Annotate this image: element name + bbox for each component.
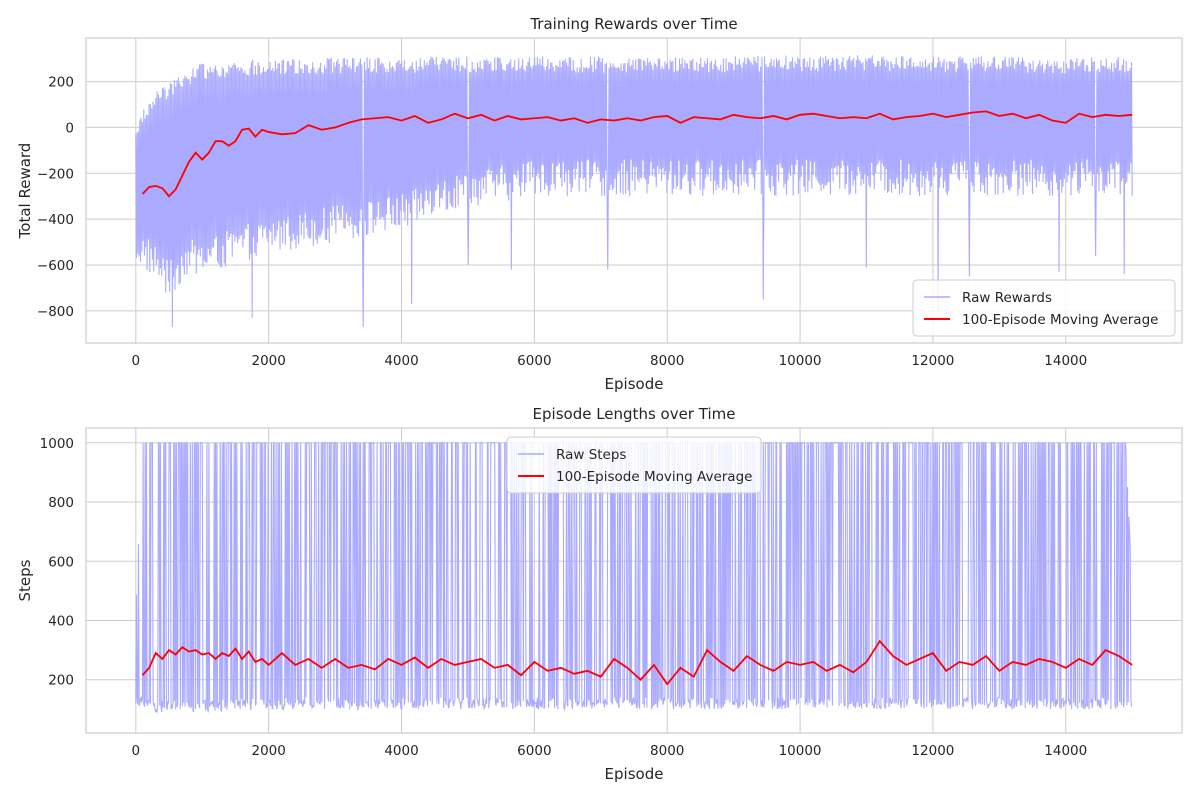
legend-box — [506, 436, 762, 494]
legend-label: Raw Steps — [556, 447, 626, 463]
moving-average-line — [141, 639, 1133, 686]
x-tick-label: 12000 — [911, 743, 954, 759]
moving-average-line — [141, 110, 1133, 198]
y-tick-label: 0 — [65, 120, 74, 136]
x-tick-label: 4000 — [384, 353, 418, 369]
x-tick-label: 14000 — [1044, 743, 1087, 759]
y-tick-label: −600 — [37, 258, 74, 274]
y-tick-label: 800 — [48, 495, 74, 511]
raw-series-line — [135, 442, 1133, 714]
x-tick-label: 6000 — [517, 743, 551, 759]
x-tick-label: 12000 — [911, 353, 954, 369]
legend: Raw Rewards 100-Episode Moving Average — [912, 279, 1176, 337]
y-tick-label: 200 — [48, 75, 74, 91]
x-tick-label: 6000 — [517, 353, 551, 369]
y-tick-label: −200 — [37, 166, 74, 182]
x-tick-label: 0 — [132, 743, 141, 759]
x-axis-label: Episode — [605, 375, 664, 393]
x-tick-label: 2000 — [251, 353, 285, 369]
x-tick-label: 2000 — [251, 743, 285, 759]
y-axis-label: Total Reward — [16, 143, 34, 240]
x-tick-label: 10000 — [779, 743, 822, 759]
x-tick-label: 0 — [132, 353, 141, 369]
legend-label: 100-Episode Moving Average — [962, 312, 1158, 328]
x-tick-label: 4000 — [384, 743, 418, 759]
y-tick-label: −800 — [37, 304, 74, 320]
y-tick-label: −400 — [37, 212, 74, 228]
x-tick-label: 8000 — [650, 743, 684, 759]
legend: Raw Steps 100-Episode Moving Average — [506, 436, 762, 494]
x-tick-label: 14000 — [1044, 353, 1087, 369]
y-tick-label: 400 — [48, 613, 74, 629]
x-tick-label: 10000 — [779, 353, 822, 369]
y-tick-label: 1000 — [40, 436, 74, 452]
chart-title: Training Rewards over Time — [529, 15, 737, 33]
legend-label: 100-Episode Moving Average — [556, 469, 752, 485]
y-tick-label: 200 — [48, 673, 74, 689]
raw-series-line — [135, 55, 1133, 327]
x-tick-label: 8000 — [650, 353, 684, 369]
y-axis-label: Steps — [16, 559, 34, 601]
legend-box — [912, 279, 1176, 337]
legend-label: Raw Rewards — [962, 290, 1052, 306]
rewards-plot: 0 2000 4000 6000 8000 10000 12000 14000−800−600… — [16, 15, 1183, 393]
plot-frame — [85, 427, 1183, 734]
x-axis-label: Episode — [605, 765, 664, 783]
steps-plot: 0 2000 4000 6000 8000 10000 12000 14000 200 400 60… — [16, 405, 1183, 783]
y-tick-label: 600 — [48, 554, 74, 570]
chart-title: Episode Lengths over Time — [533, 405, 736, 423]
plot-frame — [85, 37, 1183, 344]
